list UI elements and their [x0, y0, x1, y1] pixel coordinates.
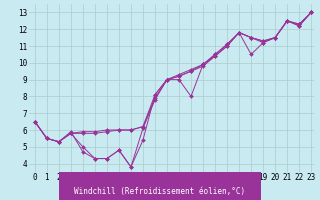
Text: Windchill (Refroidissement éolien,°C): Windchill (Refroidissement éolien,°C): [75, 187, 245, 196]
